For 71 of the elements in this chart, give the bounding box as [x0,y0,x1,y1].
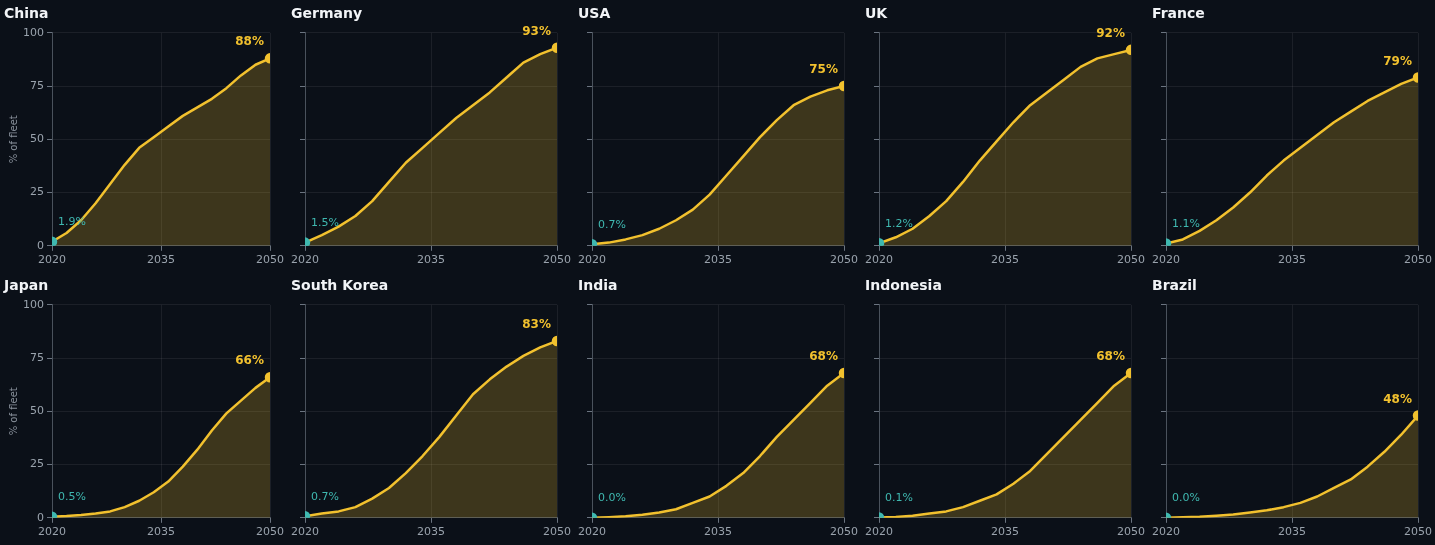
x-tick-label: 2035 [417,253,445,267]
data-label: 93% [522,23,551,38]
x-tick-label: 2050 [1117,525,1145,539]
chart-title: China [4,5,49,22]
chart-title: Indonesia [865,277,942,294]
y-tick-label: 100 [23,25,44,39]
y-tick-label: 100 [23,297,44,311]
x-tick-label: 2020 [578,253,606,267]
chart-title: USA [578,5,611,22]
x-tick-label: 2035 [417,525,445,539]
x-tick-label: 2035 [147,253,175,267]
x-tick-label: 2050 [256,525,284,539]
y-tick-label: 50 [30,132,44,146]
data-label: 0.0% [598,491,626,505]
y-axis-title: % of fleet [7,115,19,164]
x-tick-label: 2050 [1404,253,1432,267]
data-label: 0.7% [311,489,339,503]
x-tick-label: 2050 [543,525,571,539]
y-tick-label: 25 [30,185,44,199]
data-label: 1.1% [1172,216,1200,230]
data-label: 66% [235,353,264,368]
data-label: 0.7% [598,217,626,231]
x-tick-label: 2035 [991,253,1019,267]
x-tick-label: 2050 [1404,525,1432,539]
data-label: 0.0% [1172,491,1200,505]
chart-title: France [1152,5,1205,22]
x-tick-label: 2035 [991,525,1019,539]
x-tick-label: 2035 [1278,525,1306,539]
data-label: 1.5% [311,215,339,229]
chart-title: Germany [291,5,363,22]
chart-title: Brazil [1152,277,1197,294]
y-tick-label: 25 [30,457,44,471]
data-label: 0.1% [885,490,913,504]
x-tick-label: 2050 [543,253,571,267]
data-label: 75% [809,62,838,77]
chart-title: India [578,277,618,294]
x-tick-label: 2020 [38,253,66,267]
x-tick-label: 2020 [1152,525,1180,539]
data-label: 79% [1383,53,1412,68]
x-tick-label: 2035 [1278,253,1306,267]
x-tick-label: 2020 [291,525,319,539]
y-tick-label: 75 [30,350,44,364]
x-tick-label: 2035 [147,525,175,539]
data-label: 92% [1096,25,1125,40]
x-tick-label: 2020 [865,525,893,539]
x-tick-label: 2035 [704,253,732,267]
data-label: 68% [1096,349,1125,364]
y-tick-label: 75 [30,78,44,92]
chart-title: Japan [3,277,49,294]
x-tick-label: 2020 [578,525,606,539]
x-tick-label: 2020 [1152,253,1180,267]
y-tick-label: 0 [37,238,44,252]
data-label: 0.5% [58,490,86,504]
data-label: 1.2% [885,216,913,230]
chart-title: UK [865,5,889,22]
x-tick-label: 2050 [1117,253,1145,267]
data-label: 88% [235,34,264,49]
x-tick-label: 2050 [256,253,284,267]
x-tick-label: 2020 [865,253,893,267]
y-tick-label: 50 [30,404,44,418]
x-tick-label: 2020 [38,525,66,539]
data-label: 48% [1383,391,1412,406]
x-tick-label: 2050 [830,253,858,267]
chart-title: South Korea [291,277,389,294]
y-axis-title: % of fleet [7,387,19,436]
data-label: 68% [809,349,838,364]
y-tick-label: 0 [37,510,44,524]
x-tick-label: 2020 [291,253,319,267]
data-label: 83% [522,317,551,332]
x-tick-label: 2035 [704,525,732,539]
x-tick-label: 2050 [830,525,858,539]
